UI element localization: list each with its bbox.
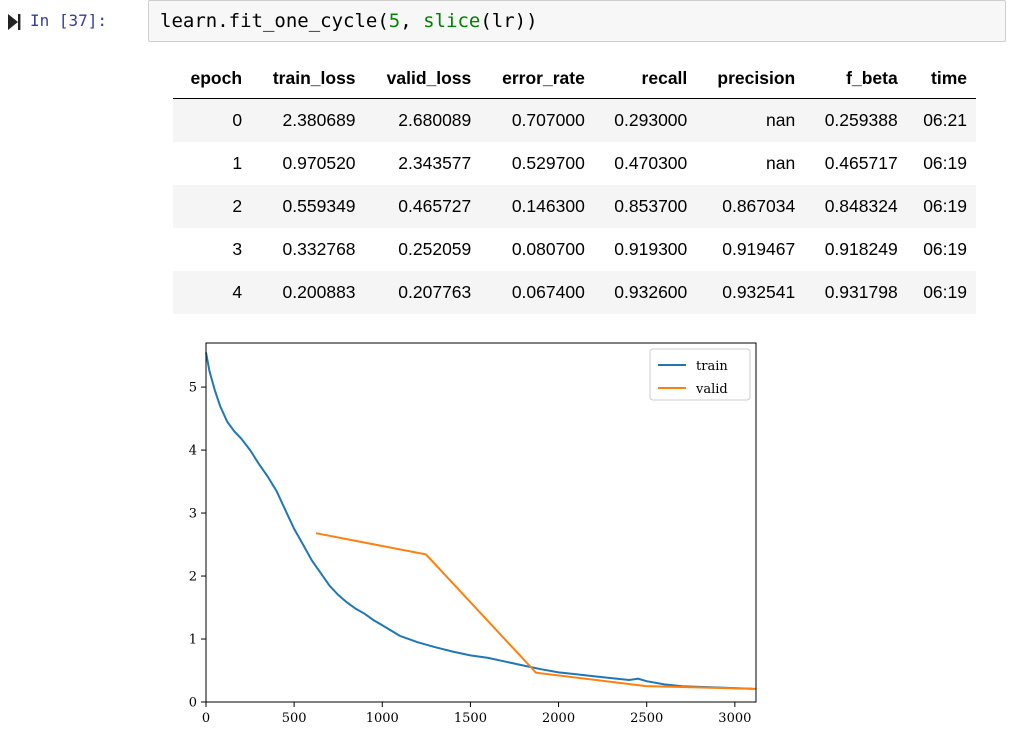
code-rest: (lr))	[480, 10, 538, 32]
cell-prompt: In [37]:	[30, 11, 108, 30]
table-cell: 2.680089	[398, 110, 472, 130]
table-cell: 0.465727	[398, 196, 472, 216]
column-header: epoch	[173, 58, 252, 99]
table-cell: 1	[232, 153, 243, 173]
y-tick-label: 3	[189, 507, 197, 522]
y-tick-label: 2	[189, 570, 197, 585]
column-header: time	[906, 58, 976, 99]
column-header: f_beta	[804, 58, 907, 99]
column-header: train_loss	[251, 58, 365, 99]
x-tick-label: 2000	[542, 711, 575, 726]
column-header: error_rate	[480, 58, 594, 99]
table-cell: 0.293000	[614, 110, 688, 130]
code-input[interactable]: learn.fit_one_cycle(5, slice(lr))	[148, 0, 1006, 42]
table-cell: 06:19	[923, 282, 967, 302]
table-cell: 0.465717	[824, 153, 898, 173]
y-tick-label: 0	[189, 696, 197, 711]
table-row: 1 0.970520 2.343577 0.529700 0.470300 na…	[173, 142, 976, 185]
table-cell: 0.867034	[722, 196, 796, 216]
table-cell: 06:19	[923, 153, 967, 173]
table-cell: 0.853700	[614, 196, 688, 216]
table-cell: 0.470300	[614, 153, 688, 173]
x-tick-label: 2500	[630, 711, 663, 726]
legend-label-train: train	[696, 359, 728, 374]
table-cell: 0.559349	[282, 196, 356, 216]
table-cell: 0.259388	[824, 110, 898, 130]
table-cell: 0.932541	[722, 282, 796, 302]
table-cell: 0.529700	[511, 153, 585, 173]
table-cell: 0.931798	[824, 282, 898, 302]
table-cell: 0.970520	[282, 153, 356, 173]
table-row: 3 0.332768 0.252059 0.080700 0.919300 0.…	[173, 228, 976, 271]
series-line-valid	[315, 532, 757, 690]
column-header: valid_loss	[364, 58, 481, 99]
table-cell: 0.918249	[824, 239, 898, 259]
code-separator: ,	[400, 10, 424, 32]
table-cell: 0.919467	[722, 239, 796, 259]
y-tick-label: 4	[189, 444, 197, 459]
table-cell: 0.200883	[282, 282, 356, 302]
table-cell: 0	[232, 110, 243, 130]
results-table: epoch train_loss valid_loss error_rate r…	[173, 58, 976, 314]
loss-chart: 0 500 1000 1500 2000 2500 3000 0 1 2 3 4 5 train valid	[189, 342, 757, 726]
table-cell: 0.848324	[824, 196, 898, 216]
table-cell: 0.080700	[511, 239, 585, 259]
table-cell: 06:19	[923, 239, 967, 259]
table-cell: 2.380689	[282, 110, 356, 130]
x-tick-label: 0	[202, 711, 210, 726]
code-function: learn.fit_one_cycle(	[160, 10, 389, 32]
y-tick-label: 1	[189, 633, 197, 648]
legend-label-valid: valid	[695, 382, 728, 397]
table-cell: nan	[766, 153, 796, 173]
plot-frame	[205, 342, 757, 703]
table-cell: 3	[232, 239, 243, 259]
column-header: recall	[593, 58, 697, 99]
code-number: 5	[388, 10, 401, 32]
code-line[interactable]: learn.fit_one_cycle(5, slice(lr))	[160, 10, 538, 32]
table-cell: 0.146300	[511, 196, 585, 216]
x-tick-label: 1000	[366, 711, 399, 726]
table-header-row: epoch train_loss valid_loss error_rate r…	[173, 58, 976, 99]
table-cell: 0.332768	[282, 239, 356, 259]
code-builtin: slice	[423, 10, 481, 32]
table-cell: 0.932600	[614, 282, 688, 302]
x-tick-label: 3000	[718, 711, 751, 726]
x-tick-label: 500	[282, 711, 307, 726]
table-row: 2 0.559349 0.465727 0.146300 0.853700 0.…	[173, 185, 976, 228]
table-cell: 0.707000	[511, 110, 585, 130]
x-tick-label: 1500	[454, 711, 487, 726]
y-tick-label: 5	[189, 381, 197, 396]
table-cell: 4	[232, 282, 243, 302]
table-row: 4 0.200883 0.207763 0.067400 0.932600 0.…	[173, 271, 976, 314]
table-cell: 2.343577	[398, 153, 472, 173]
run-cell-icon[interactable]	[6, 13, 22, 31]
table-cell: 06:19	[923, 196, 967, 216]
table-cell: 06:21	[923, 110, 967, 130]
table-cell: 0.067400	[511, 282, 585, 302]
plot-area	[206, 343, 756, 702]
table-cell: 0.252059	[398, 239, 472, 259]
table-cell: 2	[232, 196, 243, 216]
table-row: 0 2.380689 2.680089 0.707000 0.293000 na…	[173, 98, 976, 142]
table-cell: 0.207763	[398, 282, 472, 302]
column-header: precision	[696, 58, 805, 99]
series-line-train	[205, 352, 753, 690]
table-cell: nan	[766, 110, 796, 130]
table-cell: 0.919300	[614, 239, 688, 259]
